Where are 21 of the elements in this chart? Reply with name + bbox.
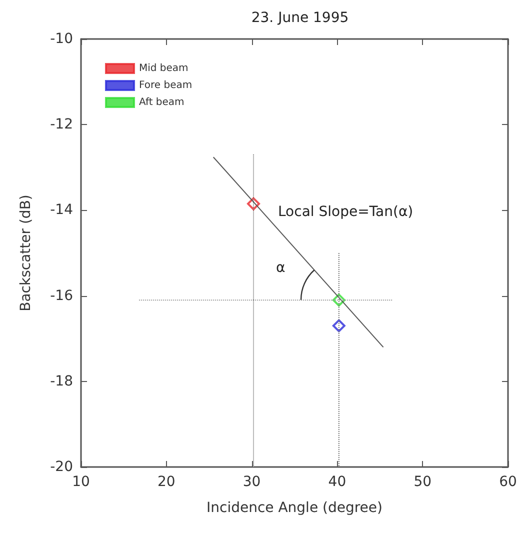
- x-tick-label: 20: [157, 474, 176, 490]
- point: [332, 319, 346, 332]
- x-tick-label: 60: [499, 474, 517, 490]
- y-axis-title: Backscatter (dB): [18, 194, 34, 312]
- y-tick-label: -18: [50, 373, 73, 390]
- x-tick-label: 50: [414, 474, 432, 490]
- x-tick-label: 40: [328, 474, 346, 490]
- legend-label: Aft beam: [139, 97, 184, 108]
- x-axis-title: Incidence Angle (degree): [206, 500, 382, 516]
- y-tick-label: -14: [50, 202, 74, 218]
- x-tick-label: 30: [242, 474, 261, 490]
- y-tick-label: -10: [50, 31, 73, 47]
- y-tick-label: -20: [50, 459, 73, 475]
- chart-title: 23. June 1995: [251, 10, 349, 26]
- legend-label: Fore beam: [139, 80, 192, 91]
- y-tick-label: -12: [50, 116, 73, 133]
- y-tick-label: -16: [50, 288, 74, 304]
- annotation: Local Slope=Tan(α): [278, 204, 414, 220]
- x-tick-label: 10: [72, 474, 90, 490]
- legend-label: Mid beam: [139, 63, 188, 74]
- annotation: α: [276, 260, 286, 276]
